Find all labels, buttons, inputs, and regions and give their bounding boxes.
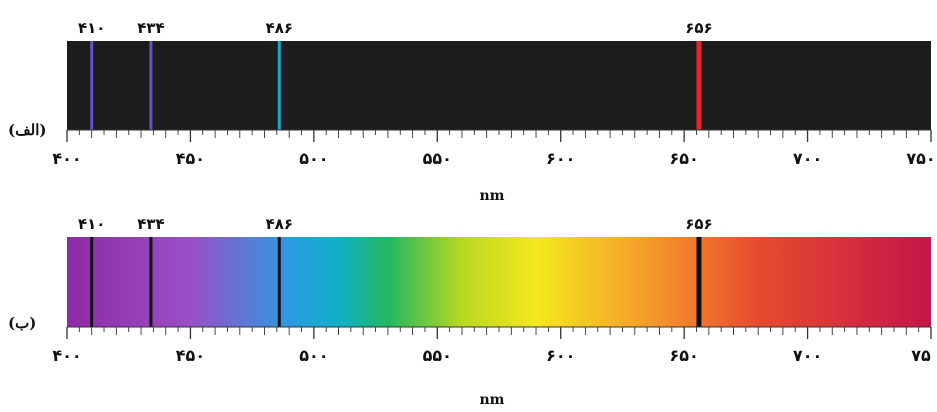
emission-axis-ticks: [66, 130, 932, 142]
absorption-axis-ticks: [66, 327, 932, 339]
axis-tick-label: ۵۵۰: [423, 346, 452, 365]
absorption-axis-tick-labels: ۴۰۰ ۴۵۰ ۵۰۰ ۵۵۰ ۶۰۰ ۶۵۰ ۷۰۰ ۷۵: [52, 346, 931, 365]
absorption-unit-label: nm: [480, 392, 505, 408]
absorption-spectrum-panel: ۴۱۰ ۴۳۴ ۴۸۶ ۶۵۶ ۴۰۰ ۴۵۰ ۵۰۰ ۵۵۰ ۶۰۰ ۶۵۰ ۷۰۰ ۷۵ (ب)…: [8, 215, 932, 408]
absorption-lines: [90, 237, 702, 327]
axis-tick-label: ۴۵۰: [176, 346, 205, 365]
emission-line-labels: ۴۱۰ ۴۳۴ ۴۸۶ ۶۵۶: [78, 19, 713, 37]
emission-lines: [90, 41, 702, 130]
axis-tick-label: ۷۵: [911, 346, 931, 365]
spectral-line-label: ۶۵۶: [685, 19, 712, 37]
spectral-line-label: ۴۳۴: [137, 19, 164, 37]
absorption-panel-label: (ب): [8, 314, 36, 332]
emission-unit-label: nm: [480, 188, 505, 204]
axis-tick-label: ۶۰۰: [546, 346, 575, 365]
spectral-line-label: ۴۳۴: [137, 215, 164, 233]
axis-tick-label: ۴۰۰: [52, 149, 81, 168]
absorption-line-labels: ۴۱۰ ۴۳۴ ۴۸۶ ۶۵۶: [78, 215, 713, 233]
emission-panel-label: (الف): [8, 121, 46, 139]
axis-tick-label: ۷۰۰: [793, 346, 822, 365]
axis-tick-label: ۷۰۰: [793, 149, 822, 168]
emission-spectrum-strip: [67, 41, 931, 130]
spectral-line-label: ۴۱۰: [78, 215, 105, 233]
axis-tick-label: ۴۵۰: [176, 149, 205, 168]
emission-spectrum-panel: ۴۱۰ ۴۳۴ ۴۸۶ ۶۵۶ ۴۰۰ ۴۵۰ ۵۰۰ ۵۵۰ ۶۰۰ ۶۵۰ ۷۰۰ ۷۵۰ (ا…: [8, 19, 936, 204]
emission-axis-tick-labels: ۴۰۰ ۴۵۰ ۵۰۰ ۵۵۰ ۶۰۰ ۶۵۰ ۷۰۰ ۷۵۰: [52, 149, 935, 168]
spectral-line-label: ۶۵۶: [685, 215, 712, 233]
absorption-spectrum-strip: [67, 237, 931, 327]
axis-tick-label: ۵۰۰: [299, 346, 328, 365]
spectral-line-label: ۴۱۰: [78, 19, 105, 37]
axis-tick-label: ۶۰۰: [546, 149, 575, 168]
axis-tick-label: ۵۰۰: [299, 149, 328, 168]
axis-tick-label: ۵۵۰: [423, 149, 452, 168]
spectral-line-label: ۴۸۶: [266, 215, 293, 233]
axis-tick-label: ۴۰۰: [52, 346, 81, 365]
axis-tick-label: ۷۵۰: [906, 149, 935, 168]
axis-tick-label: ۶۵۰: [669, 346, 698, 365]
axis-tick-label: ۶۵۰: [669, 149, 698, 168]
spectral-line-label: ۴۸۶: [266, 19, 293, 37]
